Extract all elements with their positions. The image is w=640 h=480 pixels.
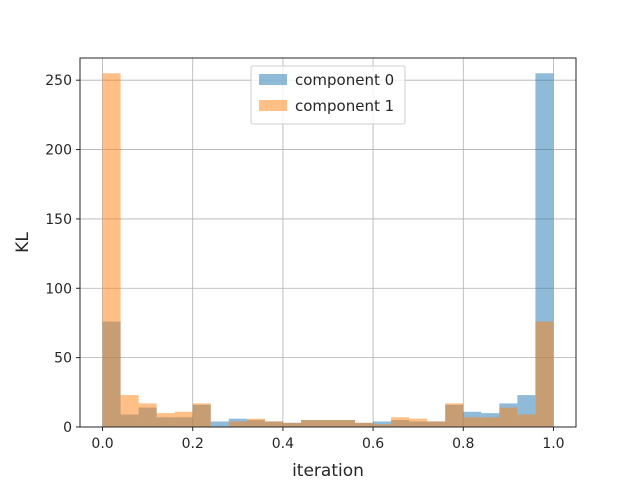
- histogram-bar-component-1: [300, 420, 319, 427]
- legend-label-component-0: component 0: [295, 71, 394, 89]
- histogram-bar-component-1: [120, 395, 139, 427]
- histogram-bar-component-1: [463, 417, 482, 427]
- y-tick-label: 150: [45, 212, 72, 228]
- histogram-bar-component-1: [138, 403, 157, 427]
- legend-label-component-1: component 1: [295, 97, 394, 115]
- y-axis-label: KL: [13, 232, 33, 253]
- x-tick-label: 1.0: [542, 436, 564, 452]
- y-tick-label: 0: [63, 420, 72, 436]
- histogram-bar-component-1: [174, 411, 193, 427]
- histogram-bar-component-1: [391, 417, 410, 427]
- y-tick-label: 100: [45, 281, 72, 297]
- bars-layer: [102, 73, 554, 427]
- histogram-bar-component-1: [246, 418, 265, 427]
- histogram-bar-component-1: [373, 424, 392, 427]
- histogram-bar-component-1: [517, 414, 536, 427]
- histogram-bar-component-1: [427, 421, 446, 427]
- x-tick-label: 0.8: [452, 436, 474, 452]
- legend-swatch-component-1: [259, 100, 287, 111]
- legend-box: [250, 65, 406, 125]
- histogram-bar-component-1: [481, 417, 500, 427]
- legend: component 0 component 1: [250, 65, 406, 125]
- histogram-bar-component-1: [409, 418, 428, 427]
- legend-swatch-component-0: [259, 74, 287, 85]
- histogram-bar-component-1: [355, 422, 374, 427]
- histogram-bar-component-1: [264, 421, 283, 427]
- x-tick-label: 0.2: [182, 436, 204, 452]
- histogram-bar-component-1: [318, 420, 338, 427]
- x-tick-label: 0.4: [272, 436, 294, 452]
- y-tick-label: 50: [54, 351, 72, 367]
- histogram-bar-component-1: [499, 407, 518, 427]
- histogram-bar-component-1: [228, 421, 247, 427]
- y-tick-label: 200: [45, 143, 72, 159]
- histogram-bar-component-1: [156, 413, 175, 427]
- histogram-bar-component-1: [102, 73, 121, 427]
- histogram-bar-component-1: [535, 321, 554, 427]
- histogram-bar-component-1: [192, 403, 211, 427]
- histogram-bar-component-0: [210, 421, 229, 427]
- y-tick-label: 250: [45, 73, 72, 89]
- histogram-bar-component-1: [282, 422, 301, 427]
- x-axis-label: iteration: [292, 461, 364, 480]
- x-tick-label: 0.0: [91, 436, 113, 452]
- histogram-bar-component-1: [337, 420, 356, 427]
- ticks-layer: 0.0 0.2 0.4 0.6 0.8 1.0 0 50 100 150 200 250: [45, 73, 564, 452]
- plot-frame: [79, 57, 577, 428]
- axes-layer: [79, 57, 577, 428]
- histogram-bar-component-1: [445, 403, 464, 427]
- x-tick-label: 0.6: [362, 436, 384, 452]
